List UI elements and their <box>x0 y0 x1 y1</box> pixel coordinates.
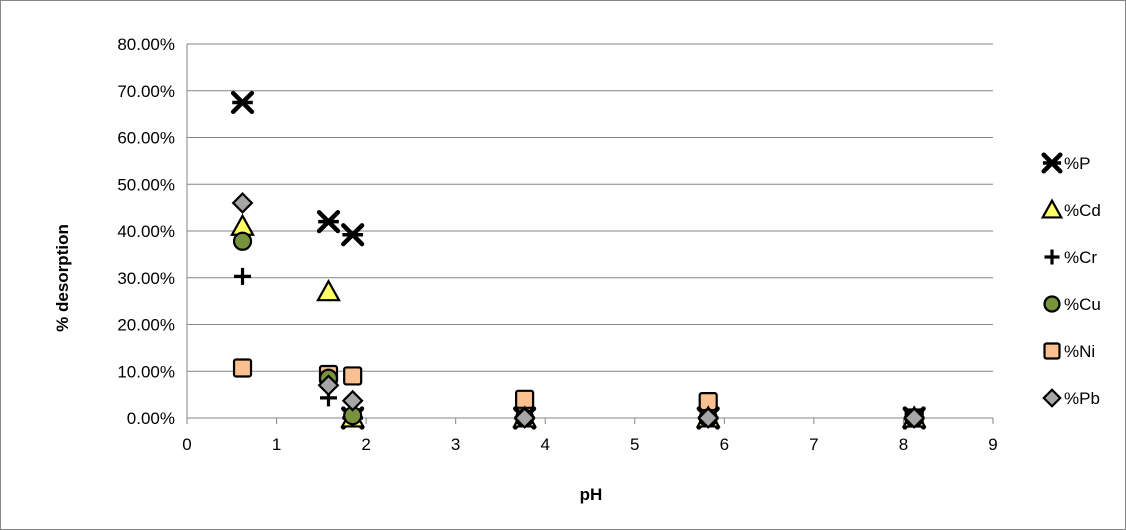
x-tick-label: 1 <box>272 435 281 454</box>
gridlines <box>187 43 993 372</box>
data-point <box>316 210 341 234</box>
y-tick-label: 20.00% <box>117 316 175 335</box>
legend: %P %Cd %Cr %Cu %Ni %Pb <box>1040 152 1101 408</box>
legend-label: %Pb <box>1064 389 1100 408</box>
data-point <box>317 374 340 397</box>
data-point <box>232 231 253 251</box>
data-point <box>341 223 365 247</box>
axes <box>186 44 994 424</box>
y-axis-title: % desorption <box>53 224 72 332</box>
legend-marker <box>1044 249 1060 265</box>
legend-marker <box>1043 295 1061 313</box>
y-tick-label: 80.00% <box>117 35 175 54</box>
y-axis-ticks: 0.00% 10.00% 20.00% 30.00% 40.00% 50.00% 60.00… <box>117 35 175 428</box>
x-axis-ticks: 0 1 2 3 4 5 6 7 8 9 <box>182 435 997 454</box>
x-tick-label: 8 <box>899 435 908 454</box>
x-axis-title: pH <box>580 485 603 504</box>
x-tick-label: 0 <box>182 435 191 454</box>
y-tick-label: 30.00% <box>117 269 175 288</box>
legend-label: %Cr <box>1064 248 1097 267</box>
x-tick-label: 2 <box>361 435 370 454</box>
y-tick-label: 10.00% <box>117 362 175 381</box>
legend-marker <box>1042 388 1062 408</box>
data-points <box>230 90 927 430</box>
legend-item: %P <box>1041 152 1090 174</box>
y-tick-label: 40.00% <box>117 222 175 241</box>
y-tick-label: 50.00% <box>117 175 175 194</box>
legend-marker <box>1043 342 1061 360</box>
data-point <box>513 407 536 429</box>
data-point <box>903 407 926 429</box>
legend-label: %P <box>1064 154 1090 173</box>
legend-label: %Cd <box>1064 201 1101 220</box>
x-tick-label: 7 <box>809 435 818 454</box>
x-tick-label: 6 <box>720 435 729 454</box>
data-point <box>234 267 252 285</box>
data-point <box>231 192 254 214</box>
data-point <box>316 278 341 302</box>
data-point <box>232 358 253 378</box>
legend-marker <box>1041 152 1063 174</box>
y-tick-label: 60.00% <box>117 129 175 148</box>
legend-label: %Cu <box>1064 295 1101 314</box>
legend-item: %Ni <box>1043 342 1095 361</box>
legend-item: %Cr <box>1044 248 1097 267</box>
x-tick-label: 9 <box>988 435 997 454</box>
legend-item: %Cu <box>1043 295 1101 314</box>
data-point <box>230 90 255 115</box>
legend-item: %Pb <box>1042 388 1100 408</box>
x-tick-label: 4 <box>540 435 549 454</box>
x-tick-label: 3 <box>451 435 460 454</box>
x-tick-label: 5 <box>630 435 639 454</box>
y-tick-label: 70.00% <box>117 82 175 101</box>
data-point <box>343 366 363 386</box>
y-tick-label: 0.00% <box>127 409 175 428</box>
data-point <box>341 389 364 412</box>
data-point <box>697 407 720 429</box>
legend-item: %Cd <box>1040 198 1101 220</box>
legend-label: %Ni <box>1064 342 1095 361</box>
legend-marker <box>1040 198 1064 219</box>
